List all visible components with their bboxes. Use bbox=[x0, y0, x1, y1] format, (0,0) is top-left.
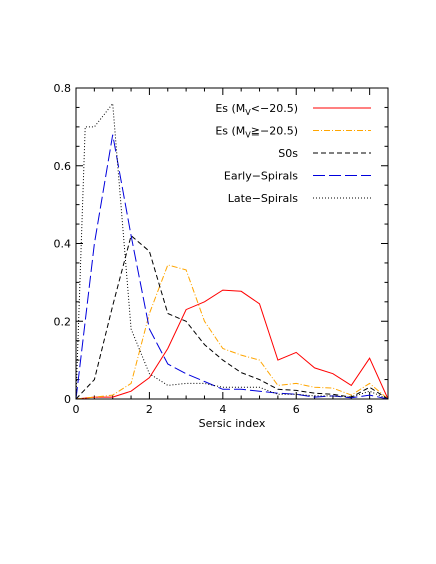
legend-label-tail: ≧−20.5) bbox=[251, 125, 298, 138]
y-tick-label: 0.6 bbox=[54, 160, 72, 173]
y-tick-label: 0 bbox=[64, 393, 71, 406]
legend-label-2: S0s bbox=[278, 147, 298, 160]
y-tick-label: 0.2 bbox=[54, 315, 72, 328]
legend-label-main: Es (M bbox=[215, 125, 245, 138]
legend-label-1: Es (MV≧−20.5) bbox=[215, 125, 298, 140]
x-axis-label: Sersic index bbox=[199, 417, 266, 430]
legend-label-4: Late−Spirals bbox=[228, 192, 299, 205]
legend-label-tail: <−20.5) bbox=[251, 102, 298, 115]
legend: Es (MV<−20.5)Es (MV≧−20.5)S0sEarly−Spira… bbox=[215, 102, 371, 205]
legend-label-0: Es (MV<−20.5) bbox=[215, 102, 298, 117]
x-tick-label: 8 bbox=[366, 403, 373, 416]
legend-label-main: Early−Spirals bbox=[224, 170, 298, 183]
legend-label-sub: V bbox=[245, 108, 251, 117]
x-tick-label: 4 bbox=[219, 403, 226, 416]
series-line-2 bbox=[75, 234, 389, 400]
series-lines bbox=[75, 102, 389, 400]
y-tick-label: 0.8 bbox=[54, 82, 72, 95]
legend-label-main: Es (M bbox=[215, 102, 245, 115]
plot-frame bbox=[75, 87, 389, 400]
y-tick-label: 0.4 bbox=[54, 238, 72, 251]
legend-label-main: S0s bbox=[278, 147, 298, 160]
x-tick-label: 2 bbox=[146, 403, 153, 416]
legend-label-main: Late−Spirals bbox=[228, 192, 299, 205]
x-tick-label: 0 bbox=[73, 403, 80, 416]
series-line-4 bbox=[75, 102, 389, 400]
series-line-1 bbox=[75, 264, 389, 400]
tick-labels: 0 2 4 6 8 0 0.2 0.4 0.6 0.8 bbox=[54, 82, 374, 416]
series-line-0 bbox=[75, 289, 389, 400]
legend-label-3: Early−Spirals bbox=[224, 170, 298, 183]
x-tick-label: 6 bbox=[293, 403, 300, 416]
legend-label-sub: V bbox=[245, 131, 251, 140]
